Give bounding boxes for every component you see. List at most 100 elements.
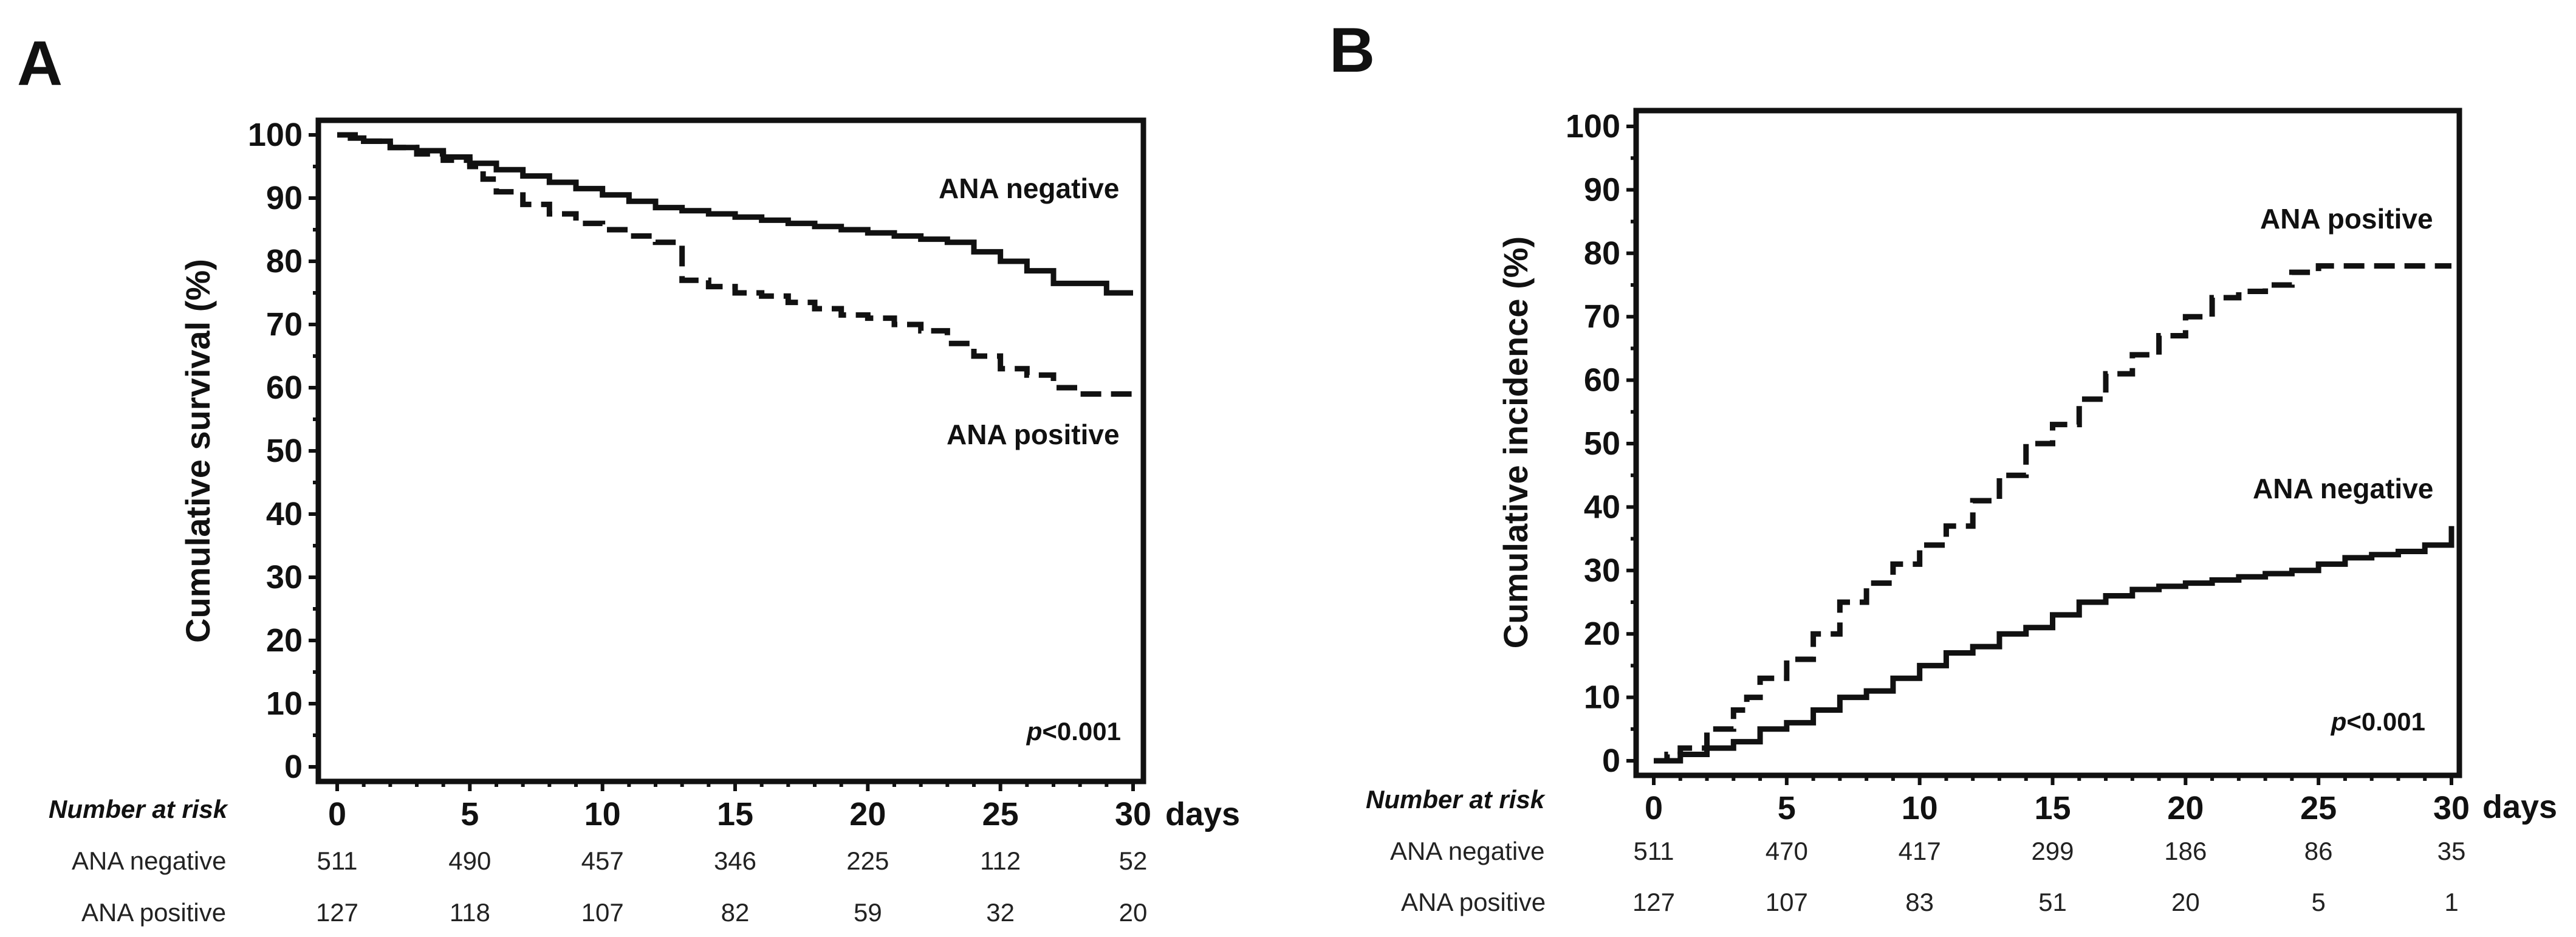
panel-a-ylabel: Cumulative survival (%) [179, 259, 217, 643]
panel-a-risk-value-ana-positive: 118 [450, 898, 490, 927]
panel-b-x-tick-label: 10 [1902, 790, 1938, 826]
panel-a-y-tick-label: 0 [284, 749, 303, 785]
panel-b-y-tick-label: 10 [1584, 679, 1620, 716]
panel-a-y-tick-label: 60 [266, 369, 303, 406]
panel-a-risk-values: 511 490 457 346 225 112 52 127 118 107 82 59 32 20 [316, 846, 1147, 927]
panel-b-p-text: <0.001 [2346, 707, 2425, 736]
panel-b-risk-value-ana-positive: 20 [2171, 888, 2200, 916]
panel-a-risk-row-label-ana-negative: ANA negative [72, 846, 227, 875]
panel-a-curves [337, 132, 1133, 397]
panel-b-p-value: p<0.001 [2331, 707, 2425, 736]
panel-a-label-ana-positive: ANA positive [947, 419, 1120, 450]
panel-b-risk-value-ana-negative: 511 [1634, 837, 1674, 865]
panel-b-risk-row-label-ana-negative: ANA negative [1390, 837, 1545, 865]
panel-a-risk-value-ana-negative: 511 [317, 846, 358, 875]
panel-b-y-tick-label: 50 [1584, 425, 1620, 462]
panel-a-risk-header: Number at risk [49, 795, 229, 823]
panel-b-y-tick-label: 0 [1602, 743, 1620, 779]
panel-a-y-tick-label: 80 [266, 243, 303, 280]
panel-a-risk-value-ana-positive: 20 [1119, 898, 1148, 927]
panel-a-curve-ana-negative [337, 132, 1133, 296]
panel-b-x-tick-label: 5 [1778, 790, 1796, 826]
panel-b-risk-value-ana-positive: 127 [1632, 888, 1675, 916]
panel-b-risk-value-ana-negative: 35 [2437, 837, 2466, 865]
panel-a-risk-value-ana-positive: 32 [986, 898, 1015, 927]
panel-a-x-unit: days [1165, 796, 1240, 832]
panel-b-risk-value-ana-positive: 1 [2444, 888, 2458, 916]
panel-a-p-symbol: p [1026, 717, 1043, 746]
panel-a-y-tick-label: 40 [266, 496, 303, 532]
panel-b-y-tick-label: 40 [1584, 489, 1620, 525]
panel-a-risk-value-ana-positive: 127 [316, 898, 358, 927]
panel-b-risk-value-ana-positive: 83 [1905, 888, 1934, 916]
panel-a-risk-row-label-ana-positive: ANA positive [81, 898, 226, 927]
panel-a-risk-value-ana-negative: 457 [581, 846, 624, 875]
panel-b-ticks: 0 10 20 30 40 50 60 70 80 90 100 0 5 10 15 20 25 30 [1566, 108, 2470, 826]
panel-b-risk-value-ana-positive: 107 [1766, 888, 1808, 916]
panel-a-y-tick-label: 20 [266, 622, 303, 659]
panel-a-x-tick-label: 0 [328, 796, 346, 832]
panel-a-x-tick-label: 30 [1115, 796, 1151, 832]
panel-b-x-tick-label: 20 [2167, 790, 2204, 826]
panel-a-ticks: 0 10 20 30 40 50 60 70 80 90 100 0 5 10 15 20 25 30 [248, 117, 1151, 832]
panel-b-label-ana-negative: ANA negative [2253, 473, 2433, 504]
panel-b-y-tick-label: 70 [1584, 298, 1620, 335]
panel-b-risk-value-ana-negative: 470 [1766, 837, 1808, 865]
panel-a-risk-value-ana-negative: 490 [448, 846, 491, 875]
panel-a-y-tick-label: 70 [266, 306, 303, 343]
panel-a-p-text: <0.001 [1042, 717, 1121, 746]
panel-a-x-tick-label: 10 [584, 796, 621, 832]
panel-a-y-tick-label: 100 [248, 117, 303, 153]
panel-a-y-tick-label: 30 [266, 559, 303, 595]
panel-b-x-tick-label: 30 [2433, 790, 2470, 826]
panel-a-curve-ana-positive [337, 132, 1133, 397]
panel-a-x-tick-label: 5 [461, 796, 479, 832]
panel-b-x-tick-label: 0 [1645, 790, 1663, 826]
panel-a-y-tick-label: 50 [266, 433, 303, 469]
panel-a-y-tick-label: 10 [266, 685, 303, 722]
panel-b-risk-value-ana-negative: 299 [2031, 837, 2074, 865]
panel-b-curve-ana-negative [1654, 526, 2454, 764]
panel-b: B Cumulative incidence (%) 0102030405060… [1329, 15, 2557, 916]
panel-b-y-tick-label: 90 [1584, 171, 1620, 208]
panel-b-curve-ana-positive [1654, 263, 2451, 764]
panel-a-y-tick-label: 90 [266, 180, 303, 216]
panel-b-risk-value-ana-negative: 186 [2164, 837, 2207, 865]
panel-a-risk-value-ana-positive: 82 [721, 898, 750, 927]
panel-b-risk-value-ana-positive: 5 [2311, 888, 2325, 916]
panel-a-risk-value-ana-negative: 346 [714, 846, 756, 875]
panel-b-p-symbol: p [2331, 707, 2347, 736]
panel-a-x-tick-label: 15 [717, 796, 753, 832]
panel-b-x-tick-label: 25 [2300, 790, 2337, 826]
panel-b-y-tick-label: 80 [1584, 235, 1620, 272]
panel-a-risk-value-ana-positive: 59 [854, 898, 882, 927]
panel-a-plot-frame [315, 117, 1146, 784]
panel-a-label-ana-negative: ANA negative [939, 173, 1119, 204]
panel-a: A Cumulative survival (%) 01020304050607… [17, 29, 1240, 927]
panel-b-ylabel: Cumulative incidence (%) [1496, 236, 1535, 648]
panel-a-p-value: p<0.001 [1026, 717, 1121, 746]
panel-b-x-unit: days [2482, 789, 2557, 825]
panel-b-risk-row-label-ana-positive: ANA positive [1401, 888, 1546, 916]
panel-b-x-tick-label: 15 [2034, 790, 2071, 826]
panel-b-risk-value-ana-positive: 51 [2038, 888, 2067, 916]
panel-a-risk-value-ana-positive: 107 [581, 898, 624, 927]
panel-a-risk-value-ana-negative: 112 [980, 846, 1021, 875]
panel-a-risk-value-ana-negative: 225 [846, 846, 889, 875]
panel-b-y-tick-label: 60 [1584, 362, 1620, 399]
panel-b-risk-header: Number at risk [1366, 785, 1546, 814]
panel-b-label-ana-positive: ANA positive [2260, 203, 2433, 235]
panel-a-x-tick-label: 25 [982, 796, 1019, 832]
panel-b-y-tick-label: 100 [1566, 108, 1620, 145]
panel-a-x-tick-label: 20 [849, 796, 886, 832]
panel-a-letter: A [17, 29, 63, 99]
panel-b-y-tick-label: 20 [1584, 616, 1620, 652]
panel-a-risk-value-ana-negative: 52 [1119, 846, 1148, 875]
panel-b-y-tick-label: 30 [1584, 552, 1620, 589]
panel-b-curves [1654, 263, 2454, 764]
panel-b-risk-value-ana-negative: 417 [1899, 837, 1941, 865]
panel-b-letter: B [1329, 15, 1375, 86]
panel-b-risk-value-ana-negative: 86 [2304, 837, 2333, 865]
